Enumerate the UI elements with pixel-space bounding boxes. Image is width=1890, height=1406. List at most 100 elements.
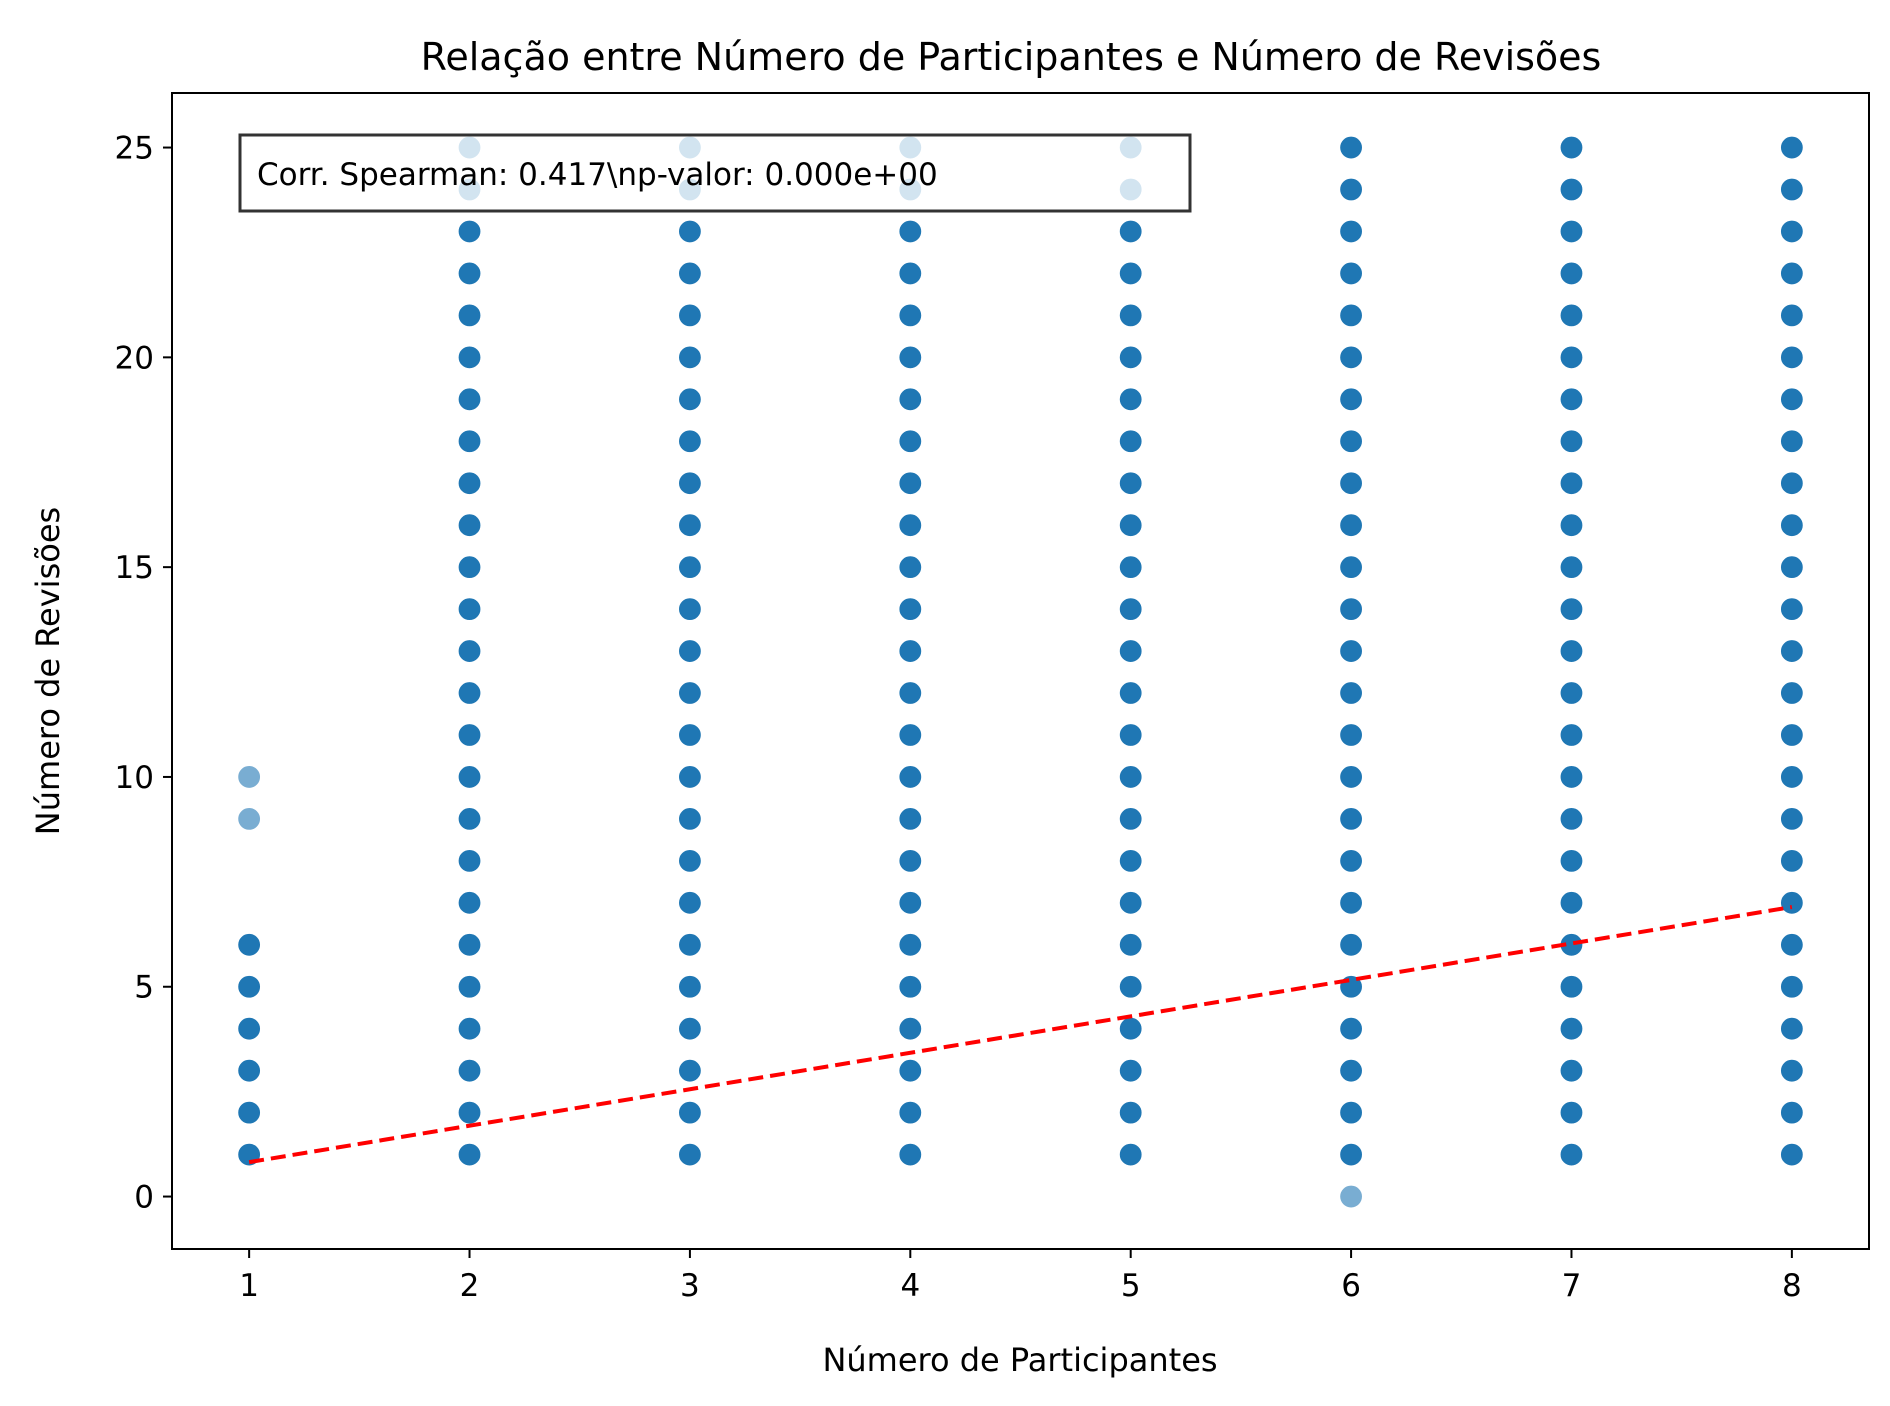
data-point — [677, 848, 703, 873]
data-point — [1559, 638, 1584, 664]
data-point — [1338, 932, 1364, 957]
data-point — [898, 890, 923, 915]
data-point — [677, 764, 703, 790]
data-points — [237, 135, 1804, 1209]
data-point — [457, 429, 482, 454]
data-point — [898, 722, 923, 748]
data-point — [1118, 848, 1143, 873]
data-point — [1779, 513, 1804, 538]
data-point — [1559, 219, 1584, 244]
data-point — [1559, 429, 1584, 454]
data-point — [677, 1016, 703, 1041]
data-point — [898, 387, 923, 412]
data-point — [457, 471, 482, 496]
data-point — [457, 555, 482, 580]
data-point — [457, 638, 482, 664]
data-point — [1118, 680, 1143, 706]
data-point — [677, 219, 703, 244]
data-point — [1338, 303, 1364, 328]
y-tick-label: 5 — [134, 970, 154, 1006]
data-point — [457, 345, 482, 370]
data-point — [898, 932, 923, 957]
data-point — [898, 555, 923, 580]
data-point — [677, 387, 703, 412]
data-point — [1338, 387, 1364, 412]
data-point — [898, 471, 923, 496]
data-point — [898, 764, 923, 790]
data-point — [1338, 806, 1364, 832]
x-tick-label: 5 — [1121, 1268, 1141, 1304]
data-point — [457, 387, 482, 412]
data-point — [457, 1142, 482, 1167]
data-point — [457, 513, 482, 538]
data-point — [898, 429, 923, 454]
data-point — [1779, 890, 1804, 915]
data-point — [1559, 555, 1584, 580]
y-axis-label: Número de Revisões — [29, 507, 67, 835]
data-point — [1559, 135, 1584, 160]
data-point — [457, 806, 482, 832]
data-point — [1559, 1100, 1584, 1125]
data-point — [1779, 177, 1804, 202]
data-point — [457, 764, 482, 790]
x-tick-label: 7 — [1562, 1268, 1582, 1304]
data-point — [898, 219, 923, 244]
data-point — [898, 513, 923, 538]
data-point — [1118, 890, 1143, 915]
data-point — [898, 848, 923, 873]
data-point — [457, 932, 482, 957]
data-point — [1118, 219, 1143, 244]
data-point — [1559, 345, 1584, 370]
data-point — [1779, 680, 1804, 706]
data-point — [1779, 555, 1804, 580]
x-tick-label: 6 — [1341, 1268, 1361, 1304]
data-point — [1118, 261, 1143, 286]
data-point — [1559, 597, 1584, 622]
data-point — [1338, 261, 1364, 286]
data-point — [1779, 806, 1804, 832]
data-point — [237, 1100, 262, 1125]
data-point — [1118, 345, 1143, 370]
data-point — [237, 932, 262, 957]
data-point — [1118, 555, 1143, 580]
data-point — [1118, 513, 1143, 538]
data-point — [1118, 1058, 1143, 1083]
y-tick-label: 0 — [134, 1180, 154, 1216]
data-point — [1779, 135, 1804, 160]
data-point — [677, 1142, 703, 1167]
trend-line — [248, 905, 1793, 1165]
data-point — [1559, 680, 1584, 706]
data-point — [1338, 471, 1364, 496]
correlation-annotation: Corr. Spearman: 0.417\np-valor: 0.000e+0… — [238, 133, 1192, 213]
data-point — [1559, 513, 1584, 538]
data-point — [677, 429, 703, 454]
data-point — [1559, 848, 1584, 873]
data-point — [1559, 890, 1584, 915]
data-point — [677, 261, 703, 286]
data-point — [898, 345, 923, 370]
data-point — [457, 597, 482, 622]
data-point — [1779, 471, 1804, 496]
data-point — [1338, 848, 1364, 873]
data-point — [1118, 387, 1143, 412]
data-point — [898, 1142, 923, 1167]
plot-frame — [171, 92, 1870, 1250]
x-tick-label: 3 — [680, 1268, 700, 1304]
data-point — [1779, 387, 1804, 412]
data-point — [1118, 638, 1143, 664]
data-point — [1779, 638, 1804, 664]
trend-line-layer — [248, 905, 1793, 1165]
data-point — [1559, 303, 1584, 328]
data-point — [1338, 680, 1364, 706]
data-point — [677, 974, 703, 999]
data-point — [677, 890, 703, 915]
data-point — [1118, 932, 1143, 957]
data-point — [1338, 513, 1364, 538]
y-tick-label: 20 — [115, 340, 154, 376]
data-point — [1338, 722, 1364, 748]
data-point — [677, 345, 703, 370]
data-point — [898, 1100, 923, 1125]
data-point — [898, 303, 923, 328]
data-point — [1118, 722, 1143, 748]
